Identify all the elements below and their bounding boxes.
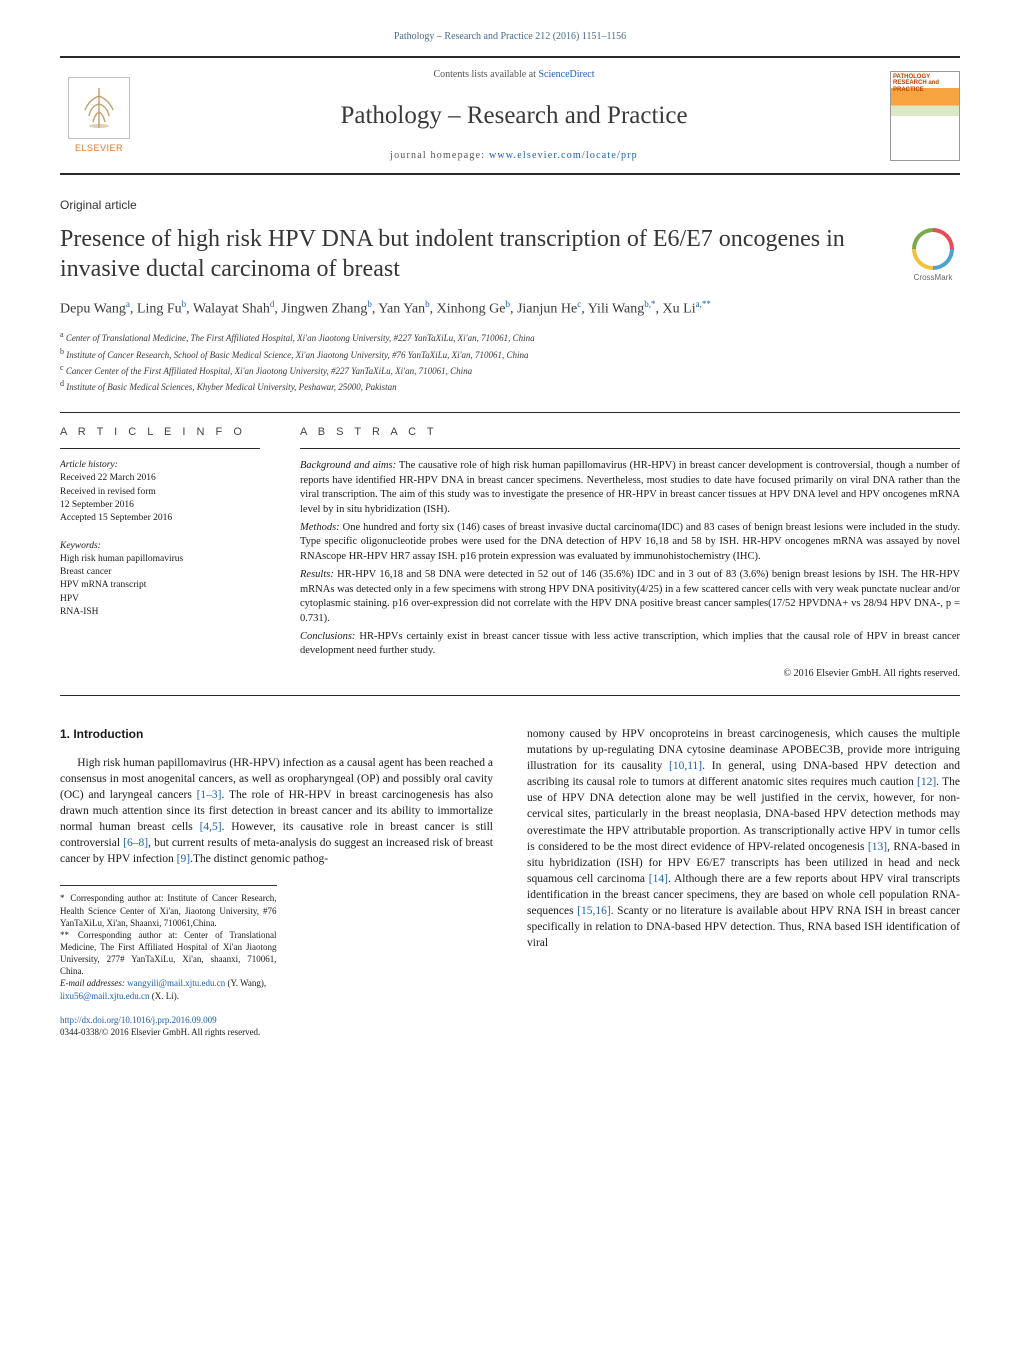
history-heading: Article history: — [60, 459, 260, 472]
section-divider — [60, 412, 960, 413]
keyword-item: HPV mRNA transcript — [60, 579, 260, 592]
footnote-1-text: Corresponding author at: Institute of Ca… — [60, 893, 277, 927]
keyword-item: High risk human papillomavirus — [60, 553, 260, 566]
footnote-corresponding-2: ** Corresponding author at: Center of Tr… — [60, 929, 277, 978]
journal-header-bar: ELSEVIER Contents lists available at Sci… — [60, 56, 960, 175]
email-2-attribution: (X. Li). — [150, 991, 180, 1001]
citation-link[interactable]: [14] — [649, 873, 668, 885]
elsevier-logo[interactable]: ELSEVIER — [60, 77, 138, 155]
keyword-item: RNA-ISH — [60, 606, 260, 619]
homepage-prefix: journal homepage: — [390, 150, 489, 161]
footnote-emails: E-mail addresses: wangyili@mail.xjtu.edu… — [60, 977, 277, 1001]
article-info-label: a r t i c l e i n f o — [60, 425, 260, 440]
abstract-copyright: © 2016 Elsevier GmbH. All rights reserve… — [300, 667, 960, 681]
body-column-left: 1. Introduction High risk human papillom… — [60, 726, 493, 1039]
email-link-1[interactable]: wangyili@mail.xjtu.edu.cn — [127, 978, 225, 988]
affiliation-line: b Institute of Cancer Research, School o… — [60, 346, 960, 362]
keyword-item: Breast cancer — [60, 566, 260, 579]
intro-paragraph-1: High risk human papillomavirus (HR-HPV) … — [60, 755, 493, 868]
header-center: Contents lists available at ScienceDirec… — [156, 68, 872, 163]
introduction-heading: 1. Introduction — [60, 726, 493, 743]
elsevier-wordmark: ELSEVIER — [75, 142, 123, 155]
contents-prefix: Contents lists available at — [433, 69, 538, 80]
citation-link[interactable]: [10,11] — [669, 760, 702, 772]
affiliation-line: d Institute of Basic Medical Sciences, K… — [60, 378, 960, 394]
citation-link[interactable]: [13] — [868, 841, 887, 853]
corresponding-author-footnotes: * Corresponding author at: Institute of … — [60, 885, 277, 1001]
email-link-2[interactable]: lixu56@mail.xjtu.edu.cn — [60, 991, 150, 1001]
citation-link[interactable]: [12] — [917, 776, 936, 788]
authors-list: Depu Wanga, Ling Fub, Walayat Shahd, Jin… — [60, 298, 960, 320]
star-icon: * — [60, 893, 65, 903]
history-line: 12 September 2016 — [60, 499, 260, 512]
history-line: Accepted 15 September 2016 — [60, 512, 260, 525]
email-1-attribution: (Y. Wang), — [225, 978, 266, 988]
sciencedirect-link[interactable]: ScienceDirect — [538, 69, 594, 80]
keyword-item: HPV — [60, 593, 260, 606]
citation-link[interactable]: [4,5] — [200, 821, 222, 833]
intro-paragraph-2: nomony caused by HPV oncoproteins in bre… — [527, 726, 960, 951]
running-head-citation: Pathology – Research and Practice 212 (2… — [60, 30, 960, 44]
abstract-part: Methods: One hundred and forty six (146)… — [300, 521, 960, 565]
footnote-corresponding-1: * Corresponding author at: Institute of … — [60, 892, 277, 928]
citation-link[interactable]: [9] — [177, 853, 190, 865]
crossmark-label: CrossMark — [914, 273, 953, 282]
thin-divider — [60, 448, 260, 449]
abstract-part: Results: HR-HPV 16,18 and 58 DNA were de… — [300, 568, 960, 627]
crossmark-badge[interactable]: CrossMark — [906, 228, 960, 283]
affiliations: a Center of Translational Medicine, The … — [60, 329, 960, 393]
article-type: Original article — [60, 197, 960, 214]
body-two-columns: 1. Introduction High risk human papillom… — [60, 726, 960, 1039]
keywords-heading: Keywords: — [60, 540, 260, 553]
affiliation-line: c Cancer Center of the First Affiliated … — [60, 362, 960, 378]
journal-cover-thumbnail: PATHOLOGY RESEARCH and PRACTICE — [890, 71, 960, 161]
journal-homepage-line: journal homepage: www.elsevier.com/locat… — [166, 149, 862, 163]
crossmark-icon — [912, 228, 954, 270]
journal-homepage-link[interactable]: www.elsevier.com/locate/prp — [489, 150, 638, 161]
issn-copyright: 0344-0338/© 2016 Elsevier GmbH. All righ… — [60, 1027, 260, 1037]
footnote-2-text: Corresponding author at: Center of Trans… — [60, 930, 277, 976]
citation-link[interactable]: [1–3] — [197, 789, 222, 801]
doi-link[interactable]: http://dx.doi.org/10.1016/j.prp.2016.09.… — [60, 1015, 217, 1025]
abstract-part: Background and aims: The causative role … — [300, 459, 960, 518]
journal-name: Pathology – Research and Practice — [166, 98, 862, 133]
elsevier-tree-icon — [68, 77, 130, 139]
body-column-right: nomony caused by HPV oncoproteins in bre… — [527, 726, 960, 1039]
abstract-part: Conclusions: HR-HPVs certainly exist in … — [300, 630, 960, 659]
affiliation-line: a Center of Translational Medicine, The … — [60, 329, 960, 345]
cover-title: PATHOLOGY RESEARCH and PRACTICE — [893, 74, 957, 94]
contents-available-line: Contents lists available at ScienceDirec… — [166, 68, 862, 82]
abstract-column: a b s t r a c t Background and aims: The… — [300, 425, 960, 681]
doi-block: http://dx.doi.org/10.1016/j.prp.2016.09.… — [60, 1014, 493, 1039]
history-line: Received 22 March 2016 — [60, 472, 260, 485]
abstract-label: a b s t r a c t — [300, 425, 960, 440]
double-star-icon: ** — [60, 930, 69, 940]
article-title: Presence of high risk HPV DNA but indole… — [60, 224, 886, 284]
citation-link[interactable]: [15,16] — [577, 905, 611, 917]
thin-divider — [300, 448, 960, 449]
article-info-column: a r t i c l e i n f o Article history: R… — [60, 425, 260, 681]
email-label: E-mail addresses: — [60, 978, 127, 988]
history-line: Received in revised form — [60, 486, 260, 499]
citation-link[interactable]: [6–8] — [123, 837, 148, 849]
